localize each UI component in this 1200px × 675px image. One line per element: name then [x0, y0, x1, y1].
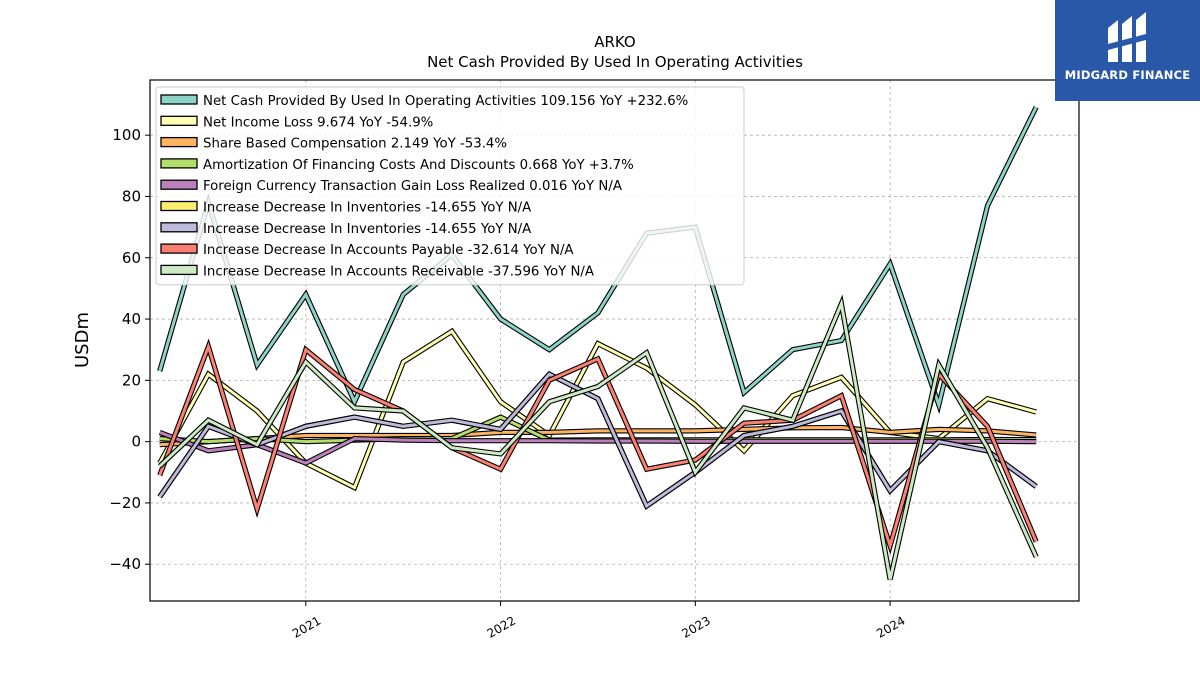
series-6 [157, 370, 1038, 510]
legend-swatch [160, 179, 198, 190]
series-0 [157, 105, 1039, 415]
series-line [159, 425, 1037, 447]
legend-swatch [160, 243, 198, 254]
series-line-outline [157, 327, 1037, 492]
series-line [158, 341, 1038, 551]
y-tick-label: 60 [122, 249, 141, 267]
legend-entry: Increase Decrease In Accounts Payable -3… [203, 243, 574, 258]
series-line [158, 298, 1038, 580]
brand-name: MIDGARD FINANCE [1064, 68, 1191, 82]
legend-entry: Increase Decrease In Accounts Receivable… [203, 264, 594, 279]
y-tick-label: 100 [112, 126, 141, 144]
series-line [158, 372, 1038, 509]
y-tick-label: 20 [122, 371, 141, 389]
legend-swatch [160, 200, 198, 212]
y-axis: −40 −20 0 20 40 60 80 100 [109, 126, 150, 573]
x-tick-label: 2021 [290, 613, 323, 640]
series-1 [157, 327, 1037, 492]
legend-swatch [160, 222, 198, 233]
y-tick-label: −40 [109, 555, 141, 573]
series-7 [157, 338, 1039, 555]
legend-entry: Net Cash Provided By Used In Operating A… [203, 94, 688, 109]
series-4 [158, 429, 1037, 466]
legend-entry: Share Based Compensation 2.149 YoY -53.4… [203, 137, 507, 152]
x-tick-label: 2023 [679, 613, 712, 640]
chart-subtitle: Net Cash Provided By Used In Operating A… [427, 53, 803, 71]
legend-swatch [160, 115, 198, 126]
series-line [158, 106, 1038, 411]
chart-title: ARKO [594, 33, 636, 51]
series-line [158, 329, 1037, 490]
legend-entry: Foreign Currency Transaction Gain Loss R… [203, 179, 622, 194]
series-line [159, 430, 1037, 465]
legend: Net Cash Provided By Used In Operating A… [155, 86, 745, 286]
legend-swatch [160, 136, 198, 148]
legend-entry: Amortization Of Financing Costs And Disc… [203, 158, 634, 173]
x-tick-label: 2024 [874, 613, 907, 640]
legend-box [155, 86, 745, 286]
plot-frame [149, 79, 1080, 602]
legend-swatch [160, 158, 198, 169]
y-tick-label: 80 [122, 187, 141, 205]
legend-swatch [160, 264, 198, 276]
series-lines [157, 105, 1039, 581]
legend-entry: Increase Decrease In Inventories -14.655… [203, 222, 531, 237]
series-8 [157, 294, 1039, 581]
x-axis: 2021 2022 2023 2024 [290, 601, 908, 641]
y-tick-label: 40 [122, 310, 141, 328]
brand-logo: MIDGARD FINANCE [1055, 0, 1200, 101]
x-tick-label: 2022 [485, 613, 518, 640]
y-tick-label: 0 [131, 433, 141, 451]
series-2 [159, 424, 1037, 448]
legend-entry: Net Income Loss 9.674 YoY -54.9% [203, 115, 433, 130]
y-axis-label: USDm [72, 312, 93, 368]
legend-entry: Increase Decrease In Inventories -14.655… [203, 201, 531, 216]
legend-swatch [160, 94, 198, 105]
midgard-logo-icon [1108, 12, 1146, 62]
y-tick-label: −20 [109, 494, 141, 512]
